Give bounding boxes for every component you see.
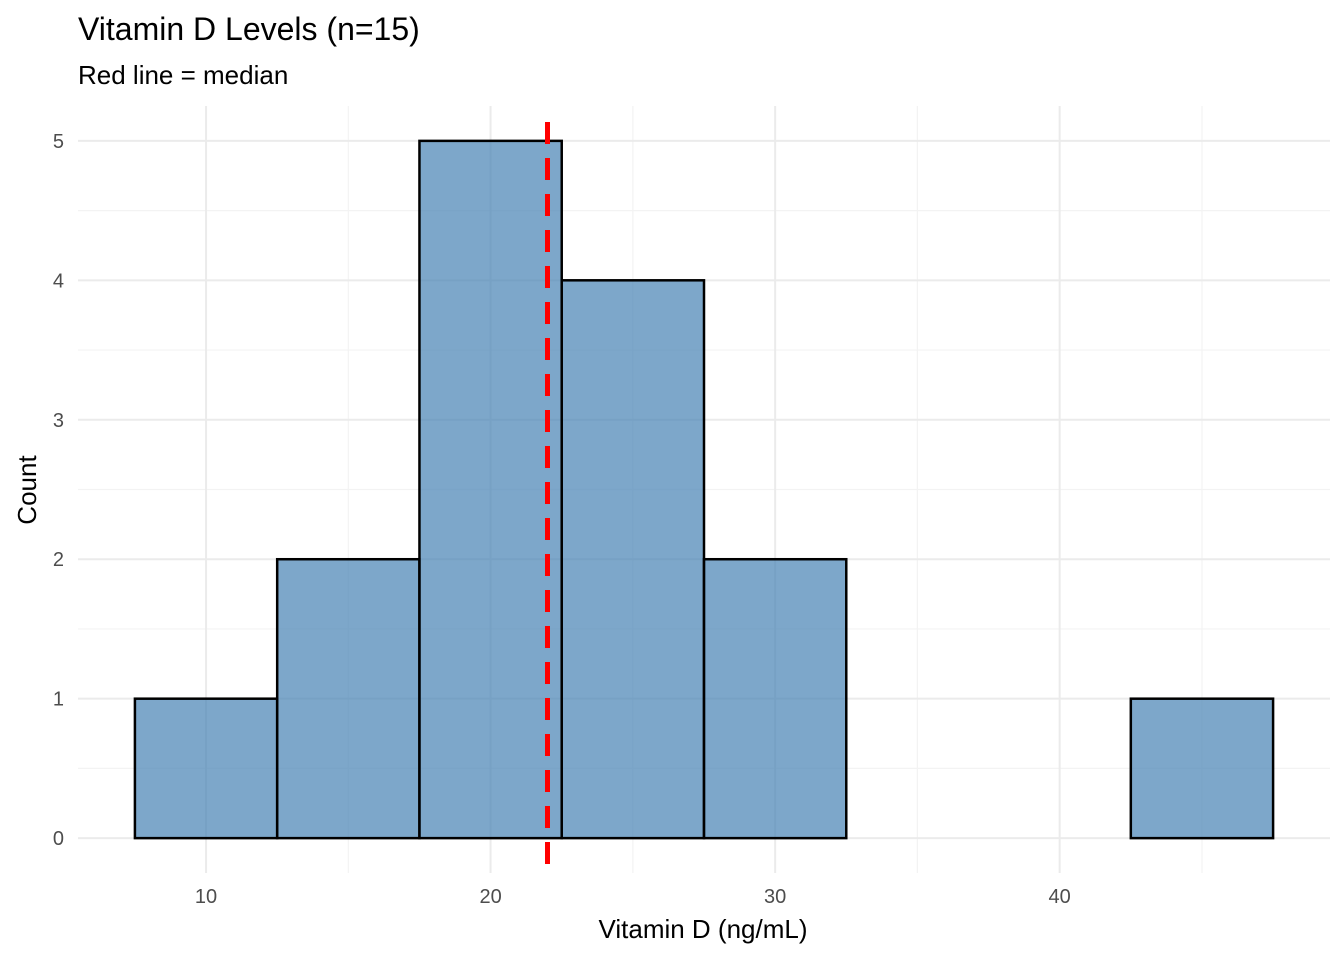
- chart-subtitle: Red line = median: [78, 60, 288, 90]
- histogram-bar: [560, 279, 706, 840]
- chart-title: Vitamin D Levels (n=15): [78, 11, 420, 47]
- y-tick-label: 3: [53, 410, 64, 432]
- x-tick-label: 20: [479, 886, 501, 908]
- x-tick-label: 10: [195, 886, 217, 908]
- y-tick-label: 1: [53, 689, 64, 711]
- histogram-bar: [133, 697, 279, 840]
- histogram-bar: [702, 557, 848, 840]
- y-tick-label: 4: [53, 270, 64, 292]
- histogram-bar: [418, 139, 563, 840]
- y-axis-ticks: 0 1 2 3 4 5: [53, 131, 64, 850]
- y-tick-label: 5: [53, 131, 64, 153]
- y-tick-label: 2: [53, 549, 64, 571]
- x-axis-title: Vitamin D (ng/mL): [598, 914, 807, 944]
- histogram-bar: [275, 557, 421, 840]
- y-tick-label: 0: [53, 828, 64, 850]
- x-tick-label: 30: [764, 886, 786, 908]
- y-axis-title: Count: [12, 455, 42, 525]
- histogram-bars: [133, 139, 1275, 840]
- histogram-bar: [1129, 697, 1275, 840]
- x-tick-label: 40: [1049, 886, 1071, 908]
- x-axis-ticks: 10 20 30 40: [195, 886, 1071, 908]
